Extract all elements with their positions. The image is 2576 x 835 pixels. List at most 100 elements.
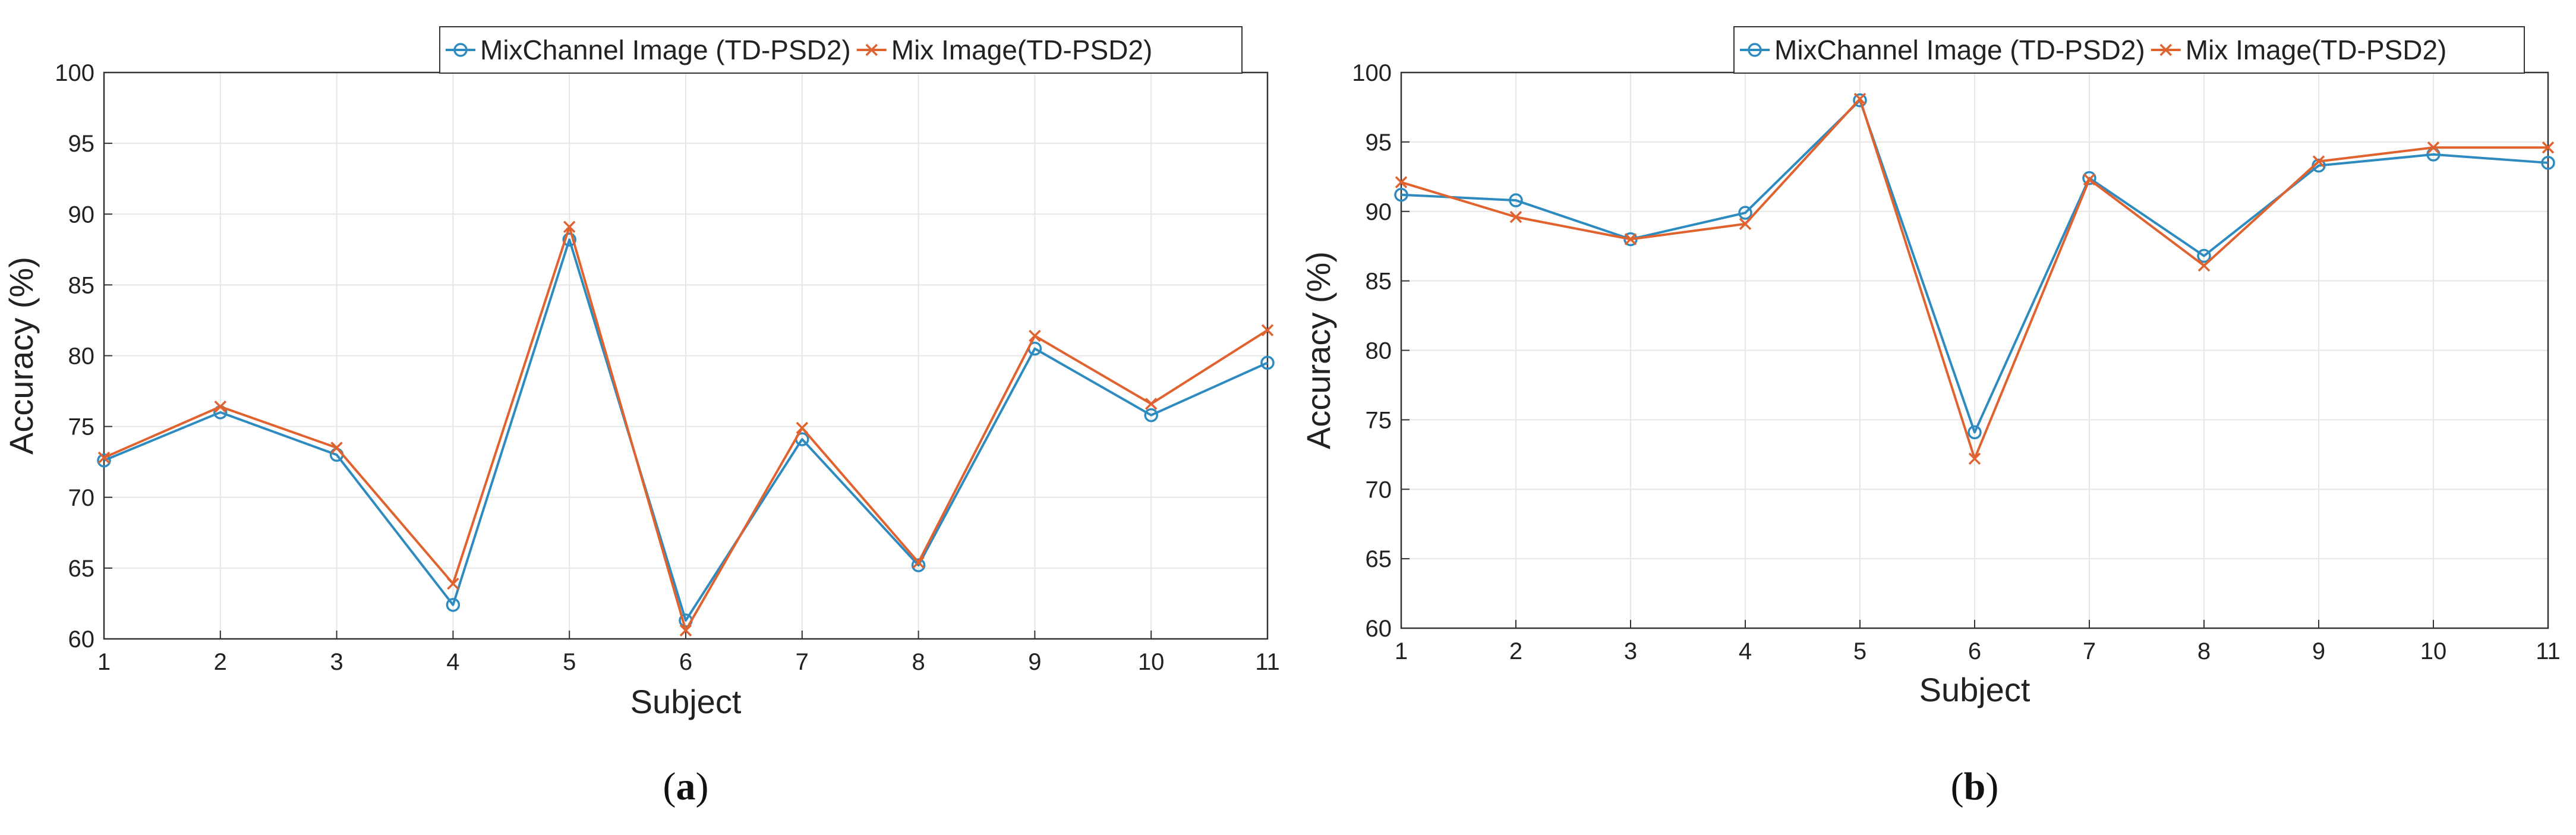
y-tick-label: 65 [1366,546,1392,572]
y-tick-label: 80 [68,344,95,370]
legend-entry-label: MixChannel Image (TD-PSD2) [1774,34,2145,65]
series-line [103,238,1268,622]
data-point-x [97,451,111,464]
data-point-x [563,220,576,233]
x-axis-label: Subject [630,683,742,720]
y-tick-label: 100 [1352,60,1392,86]
chart-panel-b: 60 65 70 75 80 85 90 95 100 1 2 3 4 5 6 7 8 9 10 11 Subject A… [1300,26,2561,808]
y-tick-label: 60 [68,626,95,653]
data-point-circle [2082,171,2096,185]
legend: MixChannel Image (TD-PSD2) Mix Image(TD-P… [1733,26,2525,74]
data-point-circle [1968,425,1982,440]
data-point-x [1395,176,1408,188]
data-point-circle [562,232,576,247]
x-tick-label: 4 [446,649,459,675]
y-tick-label: 60 [1366,616,1392,642]
y-axis-label: Accuracy (%) [2,257,40,455]
legend-box [1733,26,2525,74]
x-tick-label: 8 [912,649,925,675]
series-mix-image [1395,93,2555,465]
data-point-x [796,421,809,434]
legend-marker-circle [453,43,468,57]
data-point-circle [2541,156,2555,170]
x-tick-label: 10 [2420,638,2447,664]
data-point-circle [2197,248,2211,263]
x-tick-label: 9 [1028,649,1041,675]
legend-entry-label: MixChannel Image (TD-PSD2) [480,34,851,65]
y-tick-label: 90 [1366,199,1392,225]
data-point-x [679,624,692,637]
x-tick-label: 11 [1255,649,1280,675]
legend-entry-label: Mix Image(TD-PSD2) [891,34,1153,65]
legend: MixChannel Image (TD-PSD2) Mix Image(TD-P… [439,26,1243,74]
x-tick-label: 9 [2312,638,2325,664]
data-point-x [1624,233,1637,245]
panel-caption: (b) [1951,765,1999,808]
x-tick-label: 10 [1138,649,1165,675]
legend-entry-label: Mix Image(TD-PSD2) [2186,34,2447,65]
series-line [1401,99,2549,434]
y-tick-label: 95 [1366,130,1392,156]
data-point-x [447,577,459,590]
data-point-x [2312,155,2325,168]
data-point-circle [1394,187,1408,202]
x-tick-label: 2 [1509,638,1522,664]
y-tick-label: 75 [1366,407,1392,433]
data-point-x [2083,173,2096,186]
data-point-x [2197,259,2211,272]
data-point-x [1739,218,1752,231]
data-point-x [1853,93,1866,105]
y-tick-label: 70 [68,485,95,511]
panel-caption: (a) [663,765,709,808]
data-point-circle [97,453,111,468]
x-tick-label: 7 [2083,638,2096,664]
x-tick-label: 3 [330,649,343,675]
y-tick-label: 100 [55,60,94,86]
x-tick-label: 11 [2536,638,2561,664]
y-tick-label: 75 [68,414,95,440]
data-point-x [1029,329,1041,342]
x-tick-label: 3 [1624,638,1637,664]
y-axis-label: Accuracy (%) [1300,251,1337,449]
legend-marker-circle [1748,43,1762,57]
data-point-x [1261,324,1274,336]
data-point-x [1968,452,1981,465]
data-point-x [1509,210,1522,223]
x-tick-label: 2 [214,649,227,675]
x-tick-label: 1 [97,649,111,675]
series-mix-image [97,220,1274,637]
data-point-x [912,556,925,569]
y-tick-label: 85 [68,272,95,298]
data-point-x [330,442,343,454]
y-tick-label: 95 [68,131,95,157]
data-point-x [1144,398,1158,410]
data-point-x [2427,141,2440,154]
y-tick-label: 90 [68,201,95,228]
y-tick-label: 65 [68,556,95,582]
data-point-x [214,401,227,413]
legend-marker-x [865,43,878,56]
legend-box [439,26,1243,74]
x-axis-label: Subject [1919,671,2030,708]
x-tick-label: 6 [679,649,692,675]
x-tick-label: 6 [1968,638,1981,664]
grid [1401,72,2549,629]
series-mixchannel-image [1394,93,2555,440]
grid [103,72,1268,639]
data-point-x [2542,141,2555,154]
data-point-circle [911,558,926,572]
data-point-circle [1260,355,1275,370]
data-point-circle [1738,206,1752,220]
y-tick-label: 70 [1366,477,1392,503]
data-point-circle [446,598,461,612]
data-point-circle [1509,193,1523,207]
y-tick-label: 80 [1366,338,1392,364]
x-tick-label: 1 [1395,638,1408,664]
data-point-circle [1144,408,1158,423]
x-tick-label: 7 [796,649,809,675]
x-tick-label: 5 [563,649,576,675]
data-point-circle [1853,93,1867,108]
y-tick-label: 85 [1366,269,1392,295]
chart-panel-a: 60 65 70 75 80 85 90 95 100 1 2 3 4 5 6 7 8 9 10 11 Subject A… [2,26,1280,808]
